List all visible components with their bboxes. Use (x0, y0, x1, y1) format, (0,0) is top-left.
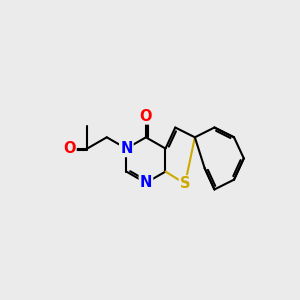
Text: N: N (120, 141, 133, 156)
Text: S: S (180, 176, 190, 191)
Text: N: N (140, 175, 152, 190)
Text: O: O (63, 141, 76, 156)
Text: O: O (140, 109, 152, 124)
